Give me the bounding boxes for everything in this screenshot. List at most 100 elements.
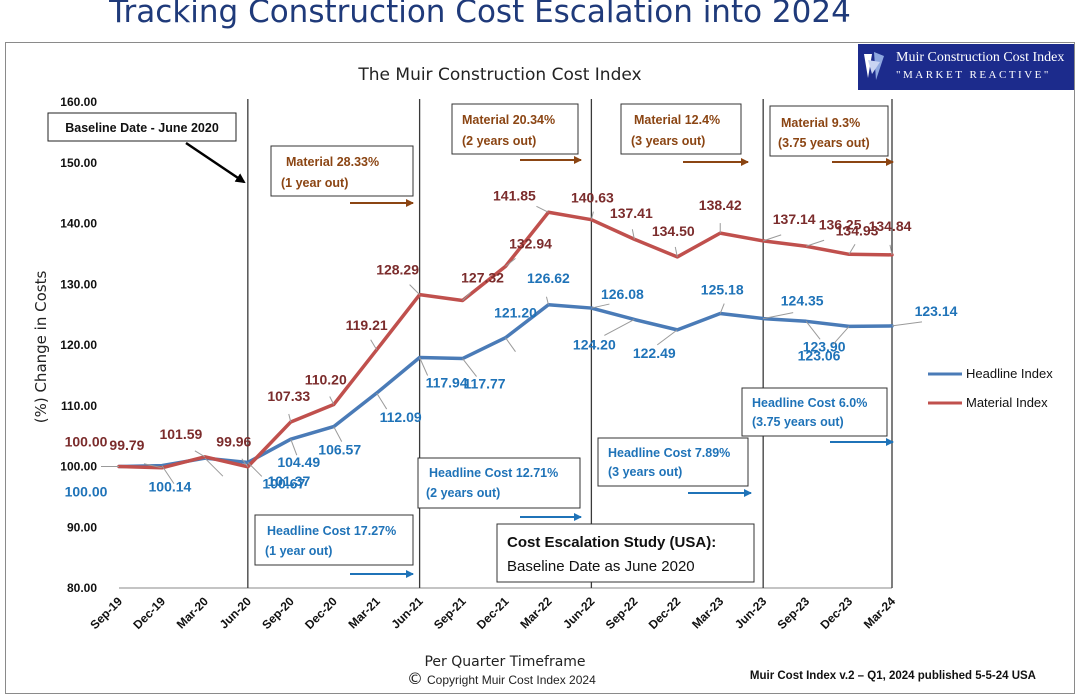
headline-data-label: 123.06: [798, 347, 841, 363]
copyright-text: Copyright Muir Cost Index 2024: [427, 673, 596, 687]
study-line1: Cost Escalation Study (USA):: [507, 534, 716, 551]
material-2-line1: Material 20.34%: [462, 113, 555, 127]
headline-2-line2: (2 years out): [426, 486, 500, 500]
x-tick-label: Jun-22: [560, 594, 597, 631]
headline-data-label: 126.08: [601, 286, 644, 302]
material-data-label: 99.96: [216, 434, 251, 450]
study-line2: Baseline Date as June 2020: [507, 558, 695, 575]
y-tick-label: 150.00: [60, 156, 97, 170]
study-box: Cost Escalation Study (USA): Baseline Da…: [496, 523, 755, 583]
data-label-leader: [536, 205, 549, 213]
headline-data-label: 100.67: [262, 475, 305, 491]
headline-3-line1: Headline Cost 7.89%: [608, 446, 730, 460]
data-label-leader: [247, 462, 263, 477]
headline-data-label: 112.09: [380, 409, 422, 425]
headline-data-label: 100.14: [149, 479, 192, 495]
y-tick-label: 160.00: [60, 95, 97, 109]
material-data-label: 101.59: [159, 426, 202, 442]
logo-tagline: "MARKET REACTIVE": [896, 69, 1051, 81]
material-data-label: 140.63: [571, 190, 614, 206]
x-tick-label: Dec-22: [646, 594, 684, 632]
x-tick-label: Dec-20: [302, 594, 340, 632]
material-data-label: 99.79: [109, 437, 144, 453]
headline-annotation-1: Headline Cost 17.27% (1 year out): [254, 514, 414, 578]
x-tick-label: Mar-23: [689, 594, 726, 631]
chart-title: The Muir Construction Cost Index: [357, 65, 641, 85]
material-data-label: 136.25: [819, 216, 862, 232]
headline-data-label: 124.35: [781, 293, 824, 309]
material-1-line2: (1 year out): [281, 176, 348, 190]
data-label-leader: [805, 321, 821, 340]
material-3-line1: Material 12.4%: [634, 113, 720, 127]
y-tick-label: 110.00: [61, 399, 97, 413]
y-tick-label: 120.00: [60, 338, 97, 352]
brand-logo: Muir Construction Cost Index "MARKET REA…: [858, 44, 1074, 90]
data-label-leader: [329, 396, 335, 405]
material-3-line2: (3 years out): [631, 134, 705, 148]
x-tick-label: Dec-19: [130, 594, 168, 632]
material-2-line2: (2 years out): [462, 134, 536, 148]
headline-1-line2: (1 year out): [265, 544, 332, 558]
headline-data-label: 122.49: [633, 345, 676, 361]
headline-data-label: 104.49: [277, 454, 320, 470]
legend-material: Material Index: [966, 395, 1048, 410]
x-tick-label: Sep-21: [431, 594, 469, 632]
data-label-leader: [241, 458, 249, 468]
headline-4-line2: (3.75 years out): [752, 415, 844, 429]
headline-data-label: 121.20: [494, 305, 537, 321]
data-label-leader: [194, 450, 206, 458]
headline-annotation-2: Headline Cost 12.71% (2 years out): [417, 457, 582, 521]
data-label-leader: [505, 257, 516, 267]
data-label-leader: [161, 465, 175, 484]
data-label-leader: [333, 426, 343, 442]
material-1-line1: Material 28.33%: [286, 155, 379, 169]
x-tick-label: Sep-23: [775, 594, 813, 632]
data-label-leader: [674, 246, 678, 258]
material-4-line1: Material 9.3%: [781, 116, 860, 130]
material-annotation-4: Material 9.3% (3.75 years out): [769, 105, 894, 166]
material-data-label: 100.00: [65, 434, 108, 450]
x-tick-label: Jun-21: [388, 594, 425, 631]
material-annotation-2: Material 20.34% (2 years out): [451, 103, 582, 164]
axes: 80.00 90.00 100.00 110.00 120.00 130.00 140.00…: [60, 95, 898, 632]
headline-annotation-4: Headline Cost 6.0% (3.75 years out): [741, 387, 894, 446]
headline-data-label: 117.94: [426, 375, 468, 391]
data-label-leader: [419, 357, 429, 376]
x-tick-label: Mar-20: [174, 594, 211, 631]
material-data-label: 134.93: [836, 222, 879, 238]
x-axis-label: Per Quarter Timeframe: [424, 654, 585, 670]
headline-data-label: 124.20: [573, 336, 616, 352]
x-tick-label: Sep-20: [259, 594, 297, 632]
headline-data-label: 100.00: [65, 484, 108, 500]
data-label-leader: [376, 392, 388, 410]
headline-4-line1: Headline Cost 6.0%: [752, 396, 867, 410]
headline-data-label: 123.14: [915, 303, 958, 319]
data-label-leader: [805, 239, 825, 247]
material-data-label: 138.42: [699, 197, 742, 213]
logo-title: Muir Construction Cost Index: [896, 50, 1065, 65]
headline-3-line2: (3 years out): [608, 465, 682, 479]
headline-data-label: 117.77: [464, 376, 506, 392]
chart-frame: [5, 42, 1075, 694]
material-4-line2: (3.75 years out): [778, 136, 870, 150]
data-label-leader: [591, 303, 610, 309]
data-label-leader: [545, 296, 549, 305]
x-tick-label: Sep-22: [603, 594, 641, 632]
data-label-leader: [462, 358, 477, 377]
material-data-label: 107.33: [267, 388, 310, 404]
data-label-leader: [370, 339, 378, 351]
data-label-leader: [719, 303, 725, 314]
logo-mark-icon: [864, 52, 884, 80]
y-tick-label: 130.00: [60, 277, 97, 291]
data-label-leader: [848, 244, 856, 255]
material-data-label: 141.85: [493, 187, 536, 203]
x-tick-label: Jun-20: [217, 594, 254, 631]
material-annotation-1: Material 28.33% (1 year out): [270, 145, 414, 207]
y-tick-label: 80.00: [67, 581, 97, 595]
data-label-leader: [462, 292, 471, 301]
material-data-label: 137.14: [773, 211, 816, 227]
x-tick-label: Dec-21: [474, 594, 512, 632]
data-label-leader: [631, 229, 635, 240]
